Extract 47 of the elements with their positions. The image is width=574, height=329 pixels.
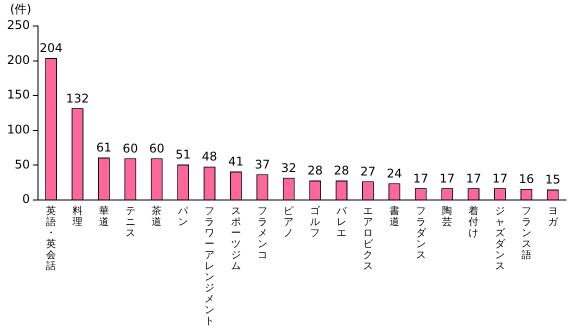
data-label: 27 bbox=[360, 164, 376, 178]
data-label: 204 bbox=[40, 41, 63, 56]
data-label: 60 bbox=[122, 141, 138, 156]
x-tick-label: 料理 bbox=[72, 205, 83, 228]
data-label: 16 bbox=[518, 172, 534, 186]
data-label: 17 bbox=[466, 171, 482, 186]
data-label: 41 bbox=[228, 154, 244, 169]
x-tick-label: 茶道 bbox=[152, 205, 162, 228]
y-tick-label: 200 bbox=[7, 52, 30, 67]
x-tick-label: ピアノ bbox=[284, 206, 294, 240]
data-label: 17 bbox=[440, 171, 455, 186]
x-tick-label: ゴルフ bbox=[310, 205, 322, 240]
data-label: 28 bbox=[334, 164, 350, 178]
y-tick-label: 100 bbox=[7, 122, 30, 137]
data-label: 32 bbox=[281, 160, 296, 175]
x-tick-label: フランス語 bbox=[521, 206, 532, 262]
data-label: 132 bbox=[66, 91, 89, 106]
y-tick-label: 150 bbox=[7, 88, 30, 102]
x-tick-label: 英語・英会話 bbox=[46, 205, 56, 272]
x-tick-label: ヨガ bbox=[548, 206, 559, 228]
data-label: 61 bbox=[96, 140, 112, 155]
data-label: 17 bbox=[413, 171, 428, 186]
category-label: フラワーアレンジメント bbox=[204, 206, 215, 328]
data-label: 28 bbox=[308, 164, 323, 178]
x-tick-label: エアロビクス bbox=[362, 206, 374, 272]
data-label: 48 bbox=[202, 150, 218, 164]
x-tick-label: ジャズダンス bbox=[494, 206, 506, 272]
y-tick-label: 250 bbox=[7, 18, 30, 32]
x-tick-label: フラダンス bbox=[416, 206, 427, 262]
x-tick-label: 着付け bbox=[468, 205, 479, 240]
data-label: 51 bbox=[175, 148, 191, 162]
x-tick-label: スポーツジム bbox=[230, 206, 241, 272]
y-tick-label: 0 bbox=[22, 192, 30, 206]
x-tick-label: 陶芸 bbox=[442, 205, 452, 228]
x-tick-label: 華道 bbox=[98, 205, 109, 228]
data-label: 24 bbox=[386, 166, 402, 180]
x-tick-label: バレエ bbox=[336, 206, 348, 240]
x-tick-label: パン bbox=[177, 206, 190, 228]
data-label: 17 bbox=[492, 171, 508, 186]
data-label: 60 bbox=[149, 141, 164, 156]
data-label: 15 bbox=[545, 172, 560, 187]
y-tick-label: 50 bbox=[14, 157, 30, 172]
y-axis-title: (件) bbox=[10, 2, 32, 16]
x-tick-label: 書道 bbox=[389, 205, 400, 228]
x-tick-label: フラメンコ bbox=[257, 206, 268, 262]
data-label: 37 bbox=[254, 157, 270, 172]
x-tick-label: テニス bbox=[125, 206, 136, 240]
